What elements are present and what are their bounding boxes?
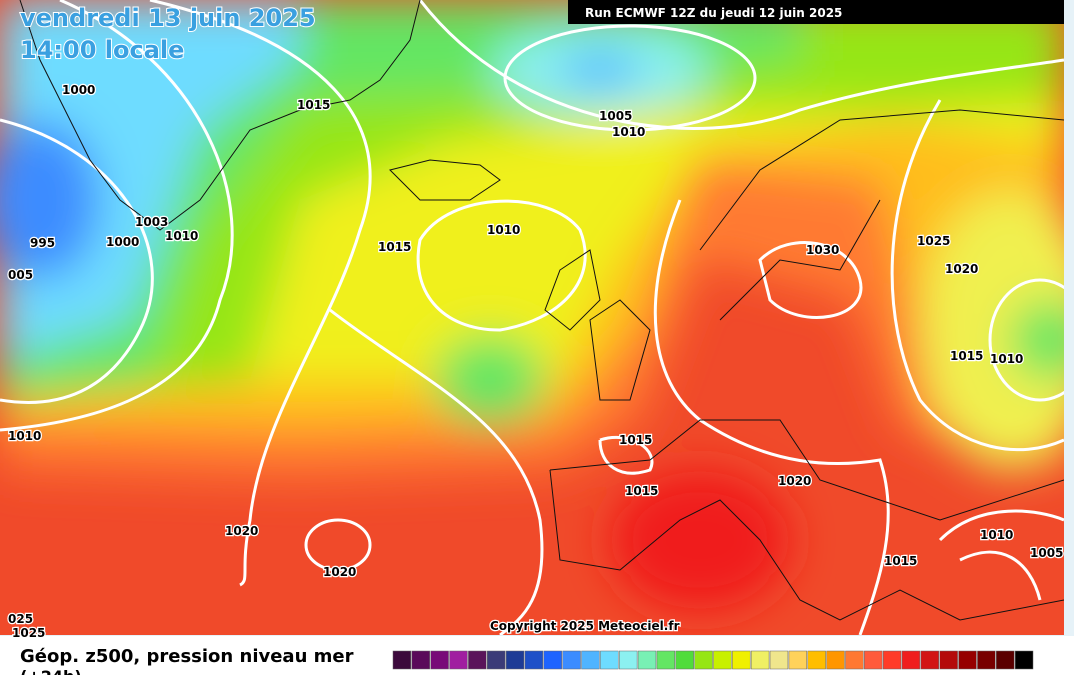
color-scale [392,650,1034,670]
scale-swatch [713,650,732,670]
scale-swatch [392,650,412,670]
scale-swatch [750,650,770,670]
scale-swatch [958,650,977,670]
scale-swatch [788,650,808,670]
isobar-label: 1015 [297,98,330,112]
scale-swatch [656,650,676,670]
scale-swatch [675,650,694,670]
scale-swatch [845,650,864,670]
isobar-label: 1025 [12,626,45,640]
scale-swatch [524,650,544,670]
scale-swatch [882,650,902,670]
scale-swatch [505,650,525,670]
footer-title: Géop. z500, pression niveau mer [20,646,354,667]
isobar-label: 1015 [378,240,411,254]
scale-swatch [807,650,826,670]
isobar-label: 1010 [487,223,520,237]
isobar-label: 025 [8,612,33,626]
scale-swatch [581,650,600,670]
scale-swatch [600,650,619,670]
isobar-label: 1020 [778,474,811,488]
scale-swatch [637,650,657,670]
copyright: Copyright 2025 Meteociel.fr [490,619,680,633]
isobar-label: 1000 [62,83,95,97]
time-label: 14:00 locale [20,36,184,64]
isobar-label: 1015 [625,484,658,498]
isobar-label: 005 [8,268,33,282]
scale-swatch [732,650,751,670]
field [0,0,1064,635]
isobar-label: 1010 [8,429,41,443]
isobar-label: 1010 [980,528,1013,542]
isobar-label: 1020 [225,524,258,538]
isobar-label: 1015 [884,554,917,568]
scale-swatch [920,650,939,670]
scale-swatch [411,650,430,670]
isobar-label: 1010 [990,352,1023,366]
scale-swatch [449,650,468,670]
isobar-label: 995 [30,236,55,250]
scale-swatch [468,650,487,670]
isobars [0,0,1064,635]
scale-swatch [562,650,581,670]
isobar-label: 1030 [806,243,839,257]
scale-swatch [694,650,713,670]
isobar-label: 1000 [106,235,139,249]
run-banner [568,0,1064,24]
scale-swatch [864,650,883,670]
scale-swatch [430,650,449,670]
scale-swatch [769,650,789,670]
scale-swatch [939,650,958,670]
run-info: Run ECMWF 12Z du jeudi 12 juin 2025 [585,6,842,20]
scale-swatch [1014,650,1034,670]
scale-swatch [618,650,638,670]
isobar-label: 1015 [619,433,652,447]
isobar-label: 1025 [917,234,950,248]
isobar-label: 1015 [950,349,983,363]
date-label: vendredi 13 juin 2025 [20,4,316,32]
scale-swatch [487,650,506,670]
isobar-label: 1020 [323,565,356,579]
scale-swatch [977,650,996,670]
isobar-label: 1005 [599,109,632,123]
isobar-label: 1010 [612,125,645,139]
scale-swatch [826,650,845,670]
scale-swatch [901,650,921,670]
isobar-label: 1003 [135,215,168,229]
scale-swatch [543,650,562,670]
scale-swatch [996,650,1015,670]
isobar-label: 1005 [1030,546,1063,560]
isobar-label: 1020 [945,262,978,276]
coastlines [19,0,1064,621]
isobar-label: 1010 [165,229,198,243]
footer-subtitle: (+24h) [20,667,82,675]
